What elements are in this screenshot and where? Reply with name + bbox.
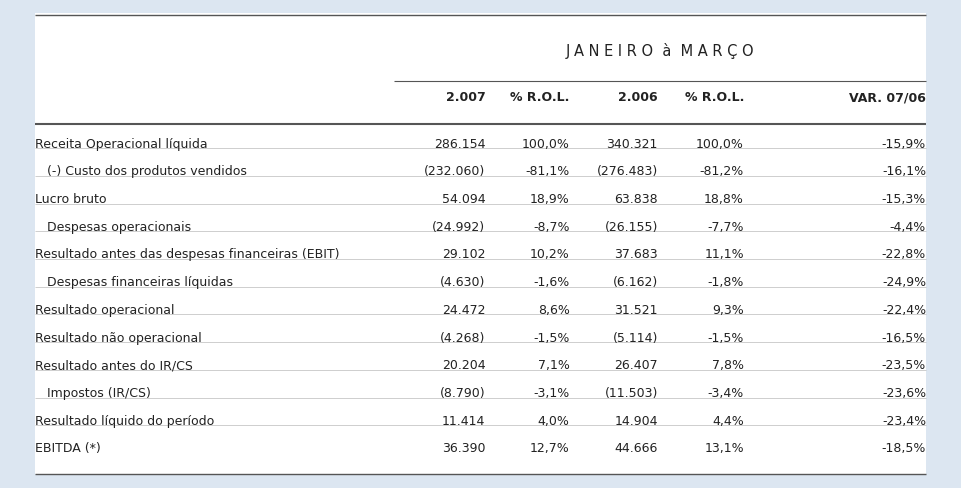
Text: -23,6%: -23,6% [882, 386, 926, 399]
Text: 31.521: 31.521 [614, 303, 657, 316]
Text: 7,8%: 7,8% [712, 359, 744, 371]
FancyBboxPatch shape [35, 14, 926, 474]
Text: -15,9%: -15,9% [882, 137, 926, 150]
Text: Despesas financeiras líquidas: Despesas financeiras líquidas [35, 276, 233, 288]
Text: 8,6%: 8,6% [538, 303, 570, 316]
Text: -7,7%: -7,7% [707, 220, 744, 233]
Text: 100,0%: 100,0% [522, 137, 570, 150]
Text: 100,0%: 100,0% [696, 137, 744, 150]
Text: (11.503): (11.503) [604, 386, 657, 399]
Text: Resultado antes das despesas financeiras (EBIT): Resultado antes das despesas financeiras… [35, 248, 339, 261]
Text: -22,8%: -22,8% [882, 248, 926, 261]
Text: 286.154: 286.154 [433, 137, 485, 150]
Text: -16,1%: -16,1% [882, 165, 926, 178]
Text: Resultado não operacional: Resultado não operacional [35, 331, 202, 344]
Text: Resultado antes do IR/CS: Resultado antes do IR/CS [35, 359, 193, 371]
Text: 340.321: 340.321 [606, 137, 657, 150]
Text: -1,5%: -1,5% [533, 331, 570, 344]
Text: -3,1%: -3,1% [533, 386, 570, 399]
Text: -1,5%: -1,5% [707, 331, 744, 344]
Text: Impostos (IR/CS): Impostos (IR/CS) [35, 386, 151, 399]
Text: (5.114): (5.114) [612, 331, 657, 344]
Text: 36.390: 36.390 [442, 442, 485, 454]
Text: 54.094: 54.094 [442, 193, 485, 205]
Text: 9,3%: 9,3% [712, 303, 744, 316]
Text: (4.630): (4.630) [440, 276, 485, 288]
Text: Despesas operacionais: Despesas operacionais [35, 220, 191, 233]
Text: (-) Custo dos produtos vendidos: (-) Custo dos produtos vendidos [35, 165, 247, 178]
Text: -1,6%: -1,6% [533, 276, 570, 288]
Text: 11.414: 11.414 [442, 414, 485, 427]
Text: -22,4%: -22,4% [882, 303, 926, 316]
Text: 11,1%: 11,1% [704, 248, 744, 261]
Text: 37.683: 37.683 [614, 248, 657, 261]
Text: 7,1%: 7,1% [538, 359, 570, 371]
Text: (232.060): (232.060) [424, 165, 485, 178]
Text: (8.790): (8.790) [440, 386, 485, 399]
Text: -23,5%: -23,5% [882, 359, 926, 371]
Text: 4,4%: 4,4% [712, 414, 744, 427]
Text: (276.483): (276.483) [597, 165, 657, 178]
Text: VAR. 07/06: VAR. 07/06 [850, 91, 926, 104]
Text: J A N E I R O  à  M A R Ç O: J A N E I R O à M A R Ç O [566, 42, 754, 59]
Text: 10,2%: 10,2% [530, 248, 570, 261]
Text: Lucro bruto: Lucro bruto [35, 193, 107, 205]
Text: 14.904: 14.904 [614, 414, 657, 427]
Text: (26.155): (26.155) [604, 220, 657, 233]
Text: (4.268): (4.268) [440, 331, 485, 344]
Text: 26.407: 26.407 [614, 359, 657, 371]
Text: 4,0%: 4,0% [538, 414, 570, 427]
Text: -24,9%: -24,9% [882, 276, 926, 288]
Text: -81,1%: -81,1% [526, 165, 570, 178]
Text: Resultado operacional: Resultado operacional [35, 303, 175, 316]
Text: -3,4%: -3,4% [707, 386, 744, 399]
Text: -18,5%: -18,5% [881, 442, 926, 454]
Text: Resultado líquido do período: Resultado líquido do período [35, 414, 214, 427]
Text: -81,2%: -81,2% [700, 165, 744, 178]
Text: -23,4%: -23,4% [882, 414, 926, 427]
Text: (24.992): (24.992) [432, 220, 485, 233]
Text: -8,7%: -8,7% [533, 220, 570, 233]
Text: 2.006: 2.006 [618, 91, 657, 104]
Text: 12,7%: 12,7% [530, 442, 570, 454]
Text: 44.666: 44.666 [614, 442, 657, 454]
Text: -15,3%: -15,3% [882, 193, 926, 205]
Text: % R.O.L.: % R.O.L. [510, 91, 570, 104]
Text: 18,9%: 18,9% [530, 193, 570, 205]
Text: 18,8%: 18,8% [704, 193, 744, 205]
Text: 63.838: 63.838 [614, 193, 657, 205]
Text: EBITDA (*): EBITDA (*) [35, 442, 101, 454]
Text: 24.472: 24.472 [442, 303, 485, 316]
Text: (6.162): (6.162) [612, 276, 657, 288]
Text: 2.007: 2.007 [446, 91, 485, 104]
Text: % R.O.L.: % R.O.L. [684, 91, 744, 104]
Text: -1,8%: -1,8% [707, 276, 744, 288]
Text: -16,5%: -16,5% [882, 331, 926, 344]
Text: 29.102: 29.102 [442, 248, 485, 261]
Text: 20.204: 20.204 [442, 359, 485, 371]
Text: Receita Operacional líquida: Receita Operacional líquida [35, 137, 208, 150]
Text: -4,4%: -4,4% [890, 220, 926, 233]
Text: 13,1%: 13,1% [704, 442, 744, 454]
